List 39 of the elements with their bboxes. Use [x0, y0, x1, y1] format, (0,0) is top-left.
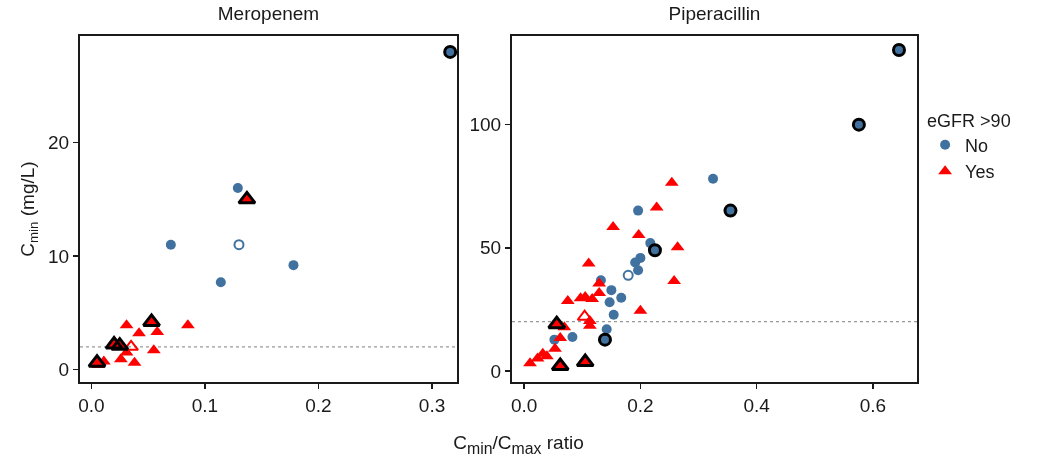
y-tick-label: 10 — [48, 245, 70, 267]
point — [232, 183, 243, 194]
y-tick-label: 50 — [480, 237, 502, 259]
point — [601, 324, 612, 335]
y-tick-label: 100 — [469, 114, 502, 136]
point — [622, 269, 634, 281]
point — [215, 277, 226, 288]
point — [548, 342, 562, 352]
point — [606, 285, 617, 296]
point — [608, 309, 619, 320]
x-tick-label: 0.2 — [305, 394, 332, 416]
point — [132, 327, 146, 337]
point — [523, 357, 537, 367]
x-tick-label: 0.0 — [78, 394, 105, 416]
point — [288, 260, 299, 271]
x-tick-label: 0.6 — [859, 394, 887, 416]
point — [616, 292, 627, 303]
point — [233, 239, 245, 251]
chart-title: Piperacillin — [668, 2, 761, 24]
x-tick-label: 0.1 — [191, 394, 219, 416]
x-tick-label: 0.4 — [743, 394, 771, 416]
y-tick-label: 20 — [48, 132, 70, 154]
y-tick-label: 0 — [58, 359, 70, 381]
point — [633, 265, 644, 276]
x-tick-label: 0.0 — [510, 394, 538, 416]
point — [633, 205, 644, 216]
legend-label: Yes — [965, 162, 995, 183]
chart-title: Meropenem — [217, 2, 320, 24]
point — [567, 331, 578, 342]
legend-title: eGFR >90 — [927, 110, 1011, 131]
x-tick-label: 0.2 — [627, 394, 654, 416]
legend-label: No — [965, 135, 989, 156]
y-tick-label: 0 — [490, 360, 502, 382]
point — [708, 173, 719, 184]
x-tick-label: 0.3 — [418, 394, 446, 416]
point — [576, 309, 593, 321]
x-axis-title: C$_{min}$/C$_{max}$ ratio — [452, 432, 585, 458]
point — [165, 239, 176, 250]
point — [604, 297, 615, 308]
